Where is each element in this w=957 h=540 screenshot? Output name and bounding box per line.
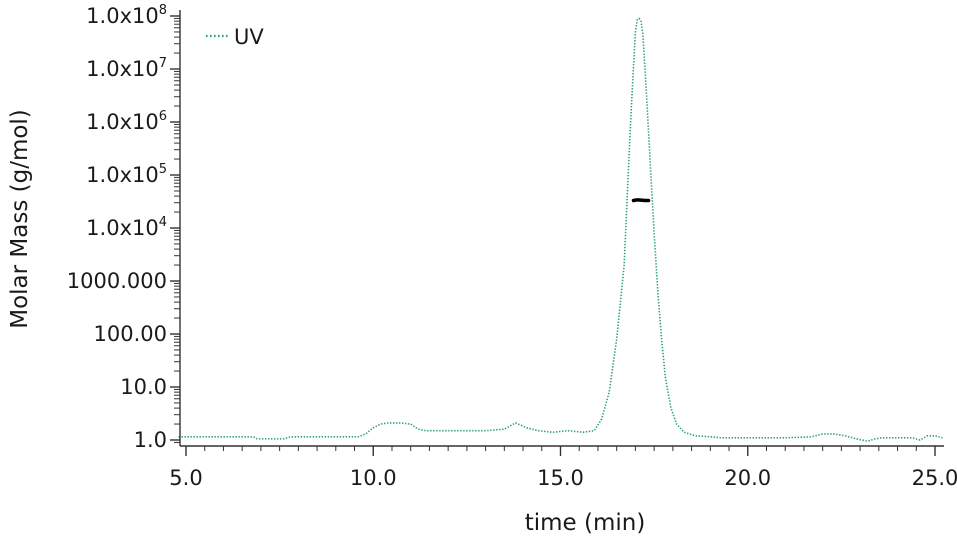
y-tick-label: 1.0 [134,428,167,452]
y-tick-label: 1.0x108 [86,3,167,28]
x-tick-label: 20.0 [724,466,771,490]
x-tick-label: 10.0 [350,466,397,490]
y-tick-label: 1.0x107 [86,56,167,81]
y-tick-label: 1.0x106 [86,109,167,134]
y-tick-label: 100.00 [94,322,167,346]
x-tick-label: 25.0 [912,466,957,490]
plot-area [178,17,943,443]
y-axis-title: Molar Mass (g/mol) [7,109,33,329]
y-tick-label: 1000.000 [67,269,167,293]
series-line-molar-mass [631,198,651,203]
series-line-uv [178,17,943,443]
legend-label-uv: UV [234,25,264,49]
y-tick-label: 10.0 [120,375,167,399]
x-tick-label: 5.0 [169,466,202,490]
legend: UV [206,25,264,49]
x-tick-label: 15.0 [537,466,584,490]
y-tick-label: 1.0x104 [86,215,167,240]
x-axis-title: time (min) [525,510,646,536]
x-axis: 5.0 10.0 15.0 20.0 25.0 [169,445,957,490]
y-tick-label: 1.0x105 [86,162,167,187]
y-axis: 1.0 10.0 100.00 1000.000 1.0x104 1.0x105 1.0x1… [67,3,181,452]
